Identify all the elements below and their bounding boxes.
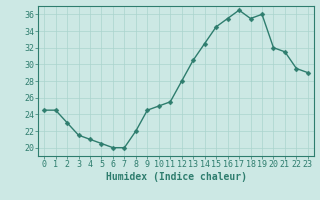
X-axis label: Humidex (Indice chaleur): Humidex (Indice chaleur)	[106, 172, 246, 182]
